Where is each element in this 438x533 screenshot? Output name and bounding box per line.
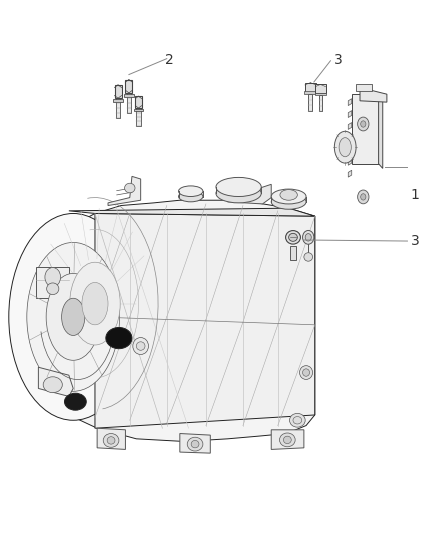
Ellipse shape [133, 337, 148, 354]
Ellipse shape [286, 231, 300, 244]
Ellipse shape [45, 268, 60, 287]
Polygon shape [360, 87, 387, 102]
Polygon shape [348, 147, 352, 154]
Polygon shape [271, 430, 304, 449]
Polygon shape [95, 214, 315, 428]
Polygon shape [356, 84, 372, 91]
Ellipse shape [124, 183, 135, 193]
Ellipse shape [305, 233, 311, 241]
Ellipse shape [9, 214, 138, 420]
Ellipse shape [64, 393, 86, 410]
Polygon shape [348, 123, 352, 130]
Ellipse shape [303, 230, 314, 244]
Ellipse shape [82, 282, 108, 325]
Text: 1: 1 [410, 188, 419, 202]
Bar [116, 98, 120, 118]
Ellipse shape [303, 369, 310, 376]
Ellipse shape [43, 377, 62, 393]
Ellipse shape [304, 253, 313, 261]
Polygon shape [348, 111, 352, 117]
Ellipse shape [216, 177, 261, 197]
Ellipse shape [62, 298, 85, 335]
Bar [315, 84, 325, 93]
Ellipse shape [103, 433, 119, 447]
Polygon shape [36, 200, 315, 441]
Polygon shape [348, 158, 352, 165]
Ellipse shape [339, 138, 351, 157]
Polygon shape [180, 433, 210, 453]
Bar [114, 85, 122, 98]
Ellipse shape [47, 283, 59, 295]
Ellipse shape [358, 190, 369, 204]
Ellipse shape [27, 243, 120, 391]
Ellipse shape [187, 437, 203, 451]
Polygon shape [352, 94, 378, 164]
Bar [135, 96, 141, 108]
Bar [134, 109, 143, 111]
Bar [136, 108, 141, 126]
Bar [127, 93, 131, 113]
Text: 2: 2 [165, 53, 173, 67]
Bar [304, 92, 316, 94]
Text: 3: 3 [410, 234, 419, 248]
Ellipse shape [216, 184, 261, 203]
Polygon shape [69, 208, 315, 216]
Bar [305, 83, 316, 92]
Ellipse shape [293, 417, 302, 424]
Bar [318, 95, 322, 111]
Polygon shape [228, 184, 271, 204]
Polygon shape [97, 428, 125, 449]
Bar [308, 94, 312, 111]
Ellipse shape [271, 195, 306, 209]
Ellipse shape [191, 440, 199, 448]
Ellipse shape [358, 117, 369, 131]
Polygon shape [39, 367, 73, 397]
Ellipse shape [179, 191, 203, 202]
Ellipse shape [46, 273, 100, 360]
Ellipse shape [179, 186, 203, 197]
Ellipse shape [290, 414, 305, 427]
Ellipse shape [361, 193, 366, 200]
Bar [315, 93, 326, 95]
Ellipse shape [283, 436, 291, 443]
Ellipse shape [271, 189, 306, 204]
Ellipse shape [361, 121, 366, 127]
Ellipse shape [279, 433, 295, 447]
Bar [290, 246, 296, 260]
Ellipse shape [136, 342, 145, 350]
Ellipse shape [300, 366, 313, 379]
Polygon shape [36, 266, 69, 298]
Ellipse shape [280, 190, 297, 200]
Ellipse shape [107, 437, 115, 444]
Polygon shape [348, 99, 352, 106]
Ellipse shape [334, 131, 356, 163]
Polygon shape [348, 170, 352, 177]
Polygon shape [108, 176, 141, 206]
Polygon shape [348, 134, 352, 141]
Polygon shape [378, 94, 383, 168]
Text: 3: 3 [334, 53, 343, 67]
Ellipse shape [106, 327, 132, 349]
Ellipse shape [70, 262, 120, 345]
Ellipse shape [289, 233, 297, 241]
Bar [124, 94, 134, 96]
Bar [113, 99, 123, 102]
Bar [125, 79, 132, 93]
